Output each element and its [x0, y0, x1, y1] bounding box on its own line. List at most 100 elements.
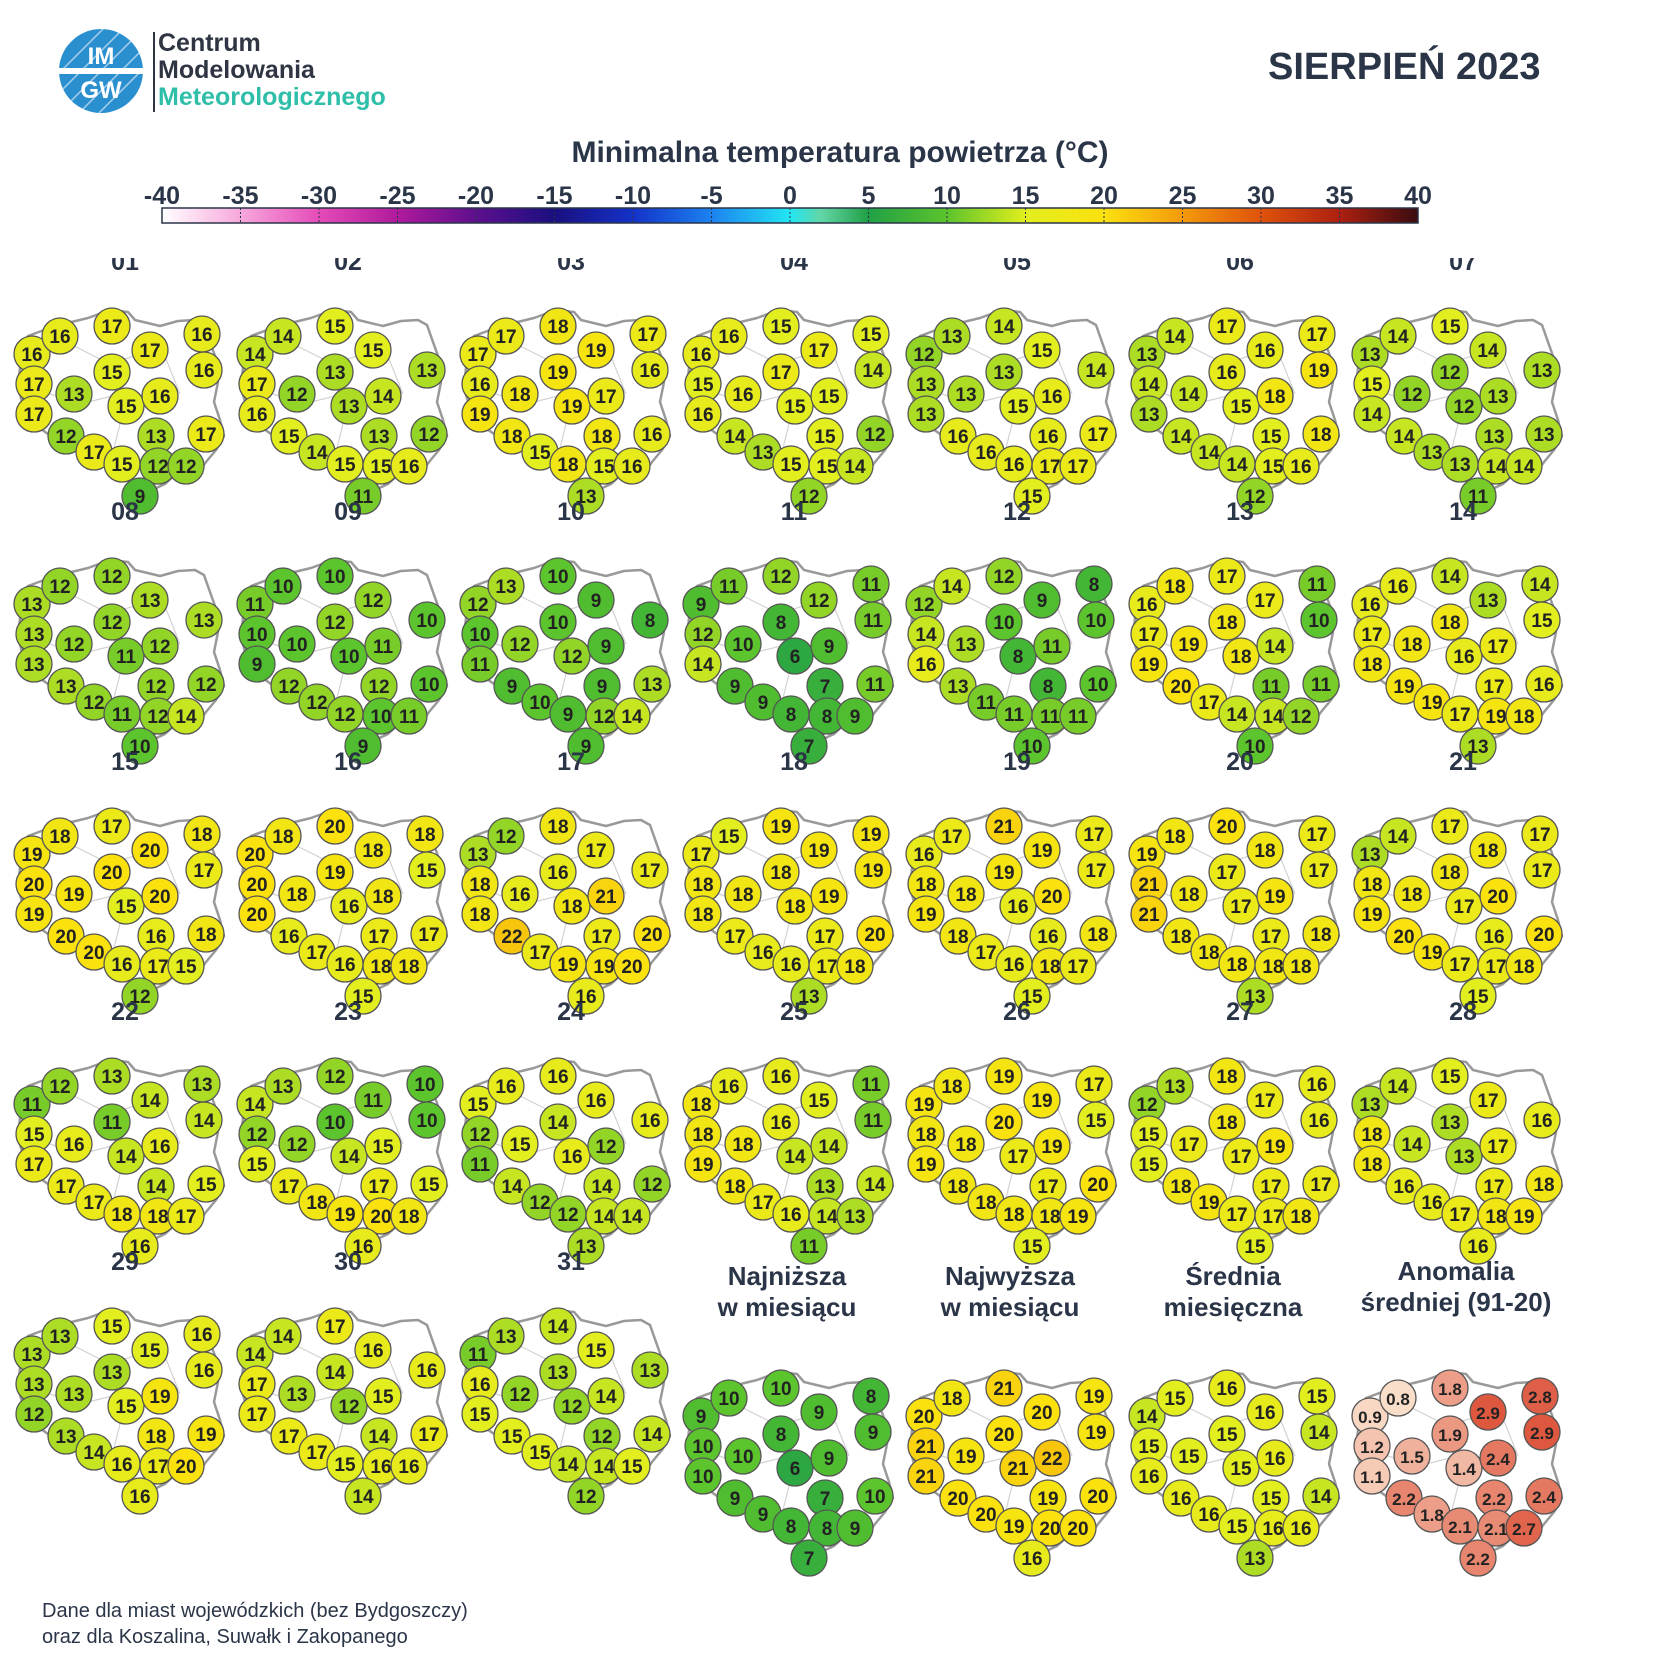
- station-value: 16: [1216, 363, 1237, 384]
- station-value: 16: [1533, 675, 1554, 696]
- station-marker: 13: [633, 665, 671, 703]
- station-circle: [933, 817, 971, 855]
- station-circle: [1208, 603, 1246, 641]
- station-value: 9: [814, 1403, 825, 1424]
- map-title: średniej (91-20): [1361, 1287, 1552, 1317]
- station-value: 13: [1244, 987, 1265, 1008]
- station-circle: [354, 1331, 392, 1369]
- station-value: 19: [1308, 361, 1329, 382]
- station-value: 12: [529, 1193, 550, 1214]
- station-circle: [790, 977, 828, 1015]
- station-circle: [410, 915, 448, 953]
- station-circle: [1353, 1145, 1391, 1183]
- station-value: 14: [818, 1137, 840, 1158]
- station-marker: 10: [121, 727, 159, 765]
- station-value: 18: [1170, 927, 1191, 948]
- station-marker: 11: [103, 695, 141, 733]
- station-value: 16: [639, 1111, 660, 1132]
- station-value: 18: [1230, 647, 1251, 668]
- station-value: 15: [370, 457, 392, 478]
- station-circle: [487, 567, 525, 605]
- station-marker: 9: [238, 645, 276, 683]
- station-marker: 14: [1218, 445, 1256, 483]
- station-marker: 18: [461, 865, 499, 903]
- station-circle: [800, 831, 838, 869]
- station-marker: 15: [93, 353, 131, 391]
- station-value: 9: [252, 655, 263, 676]
- station-value: 16: [547, 1067, 568, 1088]
- station-marker: 14: [364, 377, 402, 415]
- station-value: 12: [101, 613, 122, 634]
- station-value: 14: [1439, 567, 1461, 588]
- station-marker: 16: [1029, 417, 1067, 455]
- station-value: 19: [915, 905, 936, 926]
- station-value: 15: [1138, 1125, 1160, 1146]
- station-value: 13: [416, 361, 437, 382]
- station-value: 14: [593, 1207, 615, 1228]
- station-value: 18: [955, 1135, 976, 1156]
- station-marker: 16: [1385, 1167, 1423, 1205]
- station-circle: [1445, 887, 1483, 925]
- station-marker: 11: [236, 585, 274, 623]
- station-value: 18: [692, 905, 713, 926]
- station-value: 17: [1477, 1091, 1498, 1112]
- station-value: 13: [947, 677, 968, 698]
- station-value: 10: [547, 613, 568, 634]
- station-value: 12: [1453, 397, 1474, 418]
- station-value: 14: [338, 1147, 360, 1168]
- station-marker: 14: [684, 645, 722, 683]
- station-value: 13: [1453, 1147, 1474, 1168]
- station-value: 19: [913, 1095, 934, 1116]
- station-marker: 14: [131, 1081, 169, 1119]
- station-circle: [330, 387, 368, 425]
- station-value: 2.9: [1476, 1404, 1500, 1423]
- station-marker: 11: [854, 1101, 892, 1139]
- station-marker: 13: [330, 387, 368, 425]
- station-marker: 20: [167, 1447, 205, 1485]
- station-marker: 14: [1256, 627, 1294, 665]
- station-marker: 14: [1379, 317, 1417, 355]
- station-value: 14: [621, 1207, 643, 1228]
- station-marker: 16: [772, 945, 810, 983]
- station-circle: [1236, 477, 1274, 515]
- station-marker: 15: [107, 887, 145, 925]
- station-marker: 19: [316, 853, 354, 891]
- map-day-label: 31: [557, 1248, 585, 1276]
- station-value: 16: [416, 1361, 437, 1382]
- station-value: 13: [1531, 361, 1552, 382]
- station-value: 20: [1087, 1175, 1108, 1196]
- station-circle: [131, 331, 169, 369]
- station-marker: 17: [1218, 1195, 1256, 1233]
- station-value: 17: [324, 1317, 345, 1338]
- org-line-3: Meteorologicznego: [158, 83, 386, 111]
- station-marker: 13: [47, 1417, 85, 1455]
- station-marker: 18: [1218, 945, 1256, 983]
- station-circle: [47, 1167, 85, 1205]
- station-marker: 20: [15, 865, 53, 903]
- station-marker: 12: [762, 557, 800, 595]
- station-marker: 17: [167, 1197, 205, 1235]
- station-value: 12: [324, 1067, 345, 1088]
- station-value: 7: [804, 1549, 815, 1570]
- station-marker: 12: [139, 697, 177, 735]
- station-value: 14: [115, 1147, 137, 1168]
- station-marker: 21: [1130, 865, 1168, 903]
- station-marker: 13: [947, 625, 985, 663]
- station-circle: [1156, 317, 1194, 355]
- station-marker: 12: [187, 665, 225, 703]
- station-value: 16: [1359, 595, 1380, 616]
- station-marker: 10: [330, 637, 368, 675]
- station-circle: [716, 917, 754, 955]
- station-value: 11: [1068, 707, 1089, 728]
- station-value: 18: [1198, 943, 1219, 964]
- station-marker: 17: [1190, 683, 1228, 721]
- station-circle: [344, 1227, 382, 1265]
- station-marker: 14: [539, 1103, 577, 1141]
- station-marker: 10: [406, 1065, 444, 1103]
- station-value: 14: [1164, 327, 1186, 348]
- station-marker: 19: [187, 1415, 225, 1453]
- station-value: 19: [1421, 693, 1442, 714]
- station-value: 8: [786, 1517, 797, 1538]
